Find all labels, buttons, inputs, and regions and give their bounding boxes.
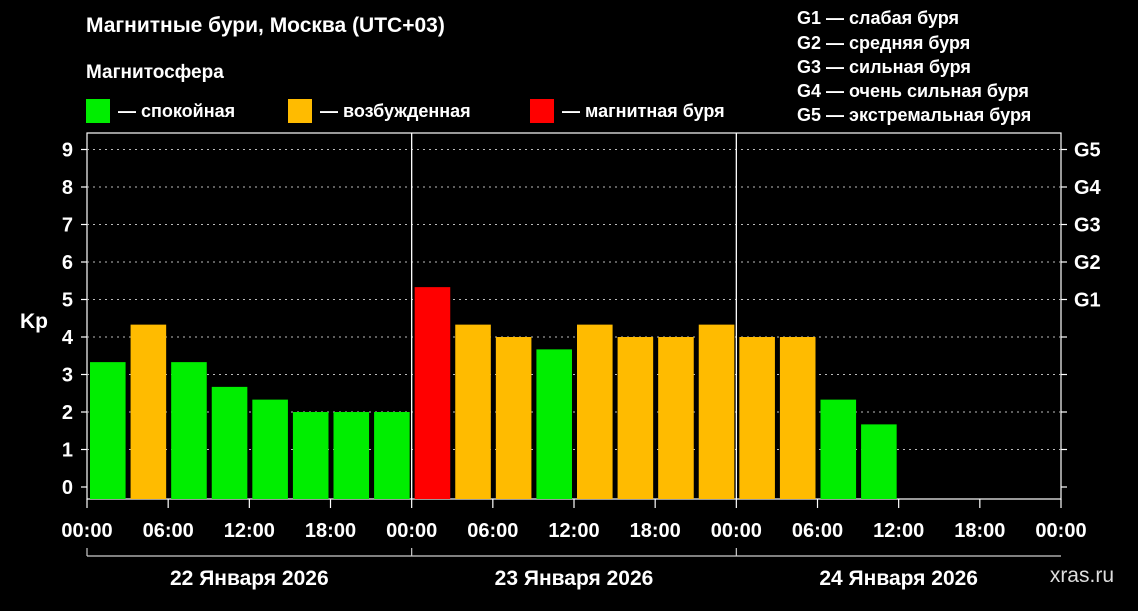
y-tick-label: 6	[62, 252, 73, 274]
kp-bar	[252, 399, 288, 499]
legend-quiet-label: — спокойная	[118, 100, 236, 121]
day-label: 22 Января 2026	[170, 567, 329, 590]
kp-bar	[820, 399, 857, 499]
kp-bar	[414, 287, 451, 499]
legend-active-label: — возбужденная	[320, 100, 471, 121]
kp-bar	[130, 324, 167, 499]
kp-bar	[739, 337, 775, 499]
kp-bar	[333, 412, 370, 499]
legend-storm: — магнитная буря	[530, 98, 725, 124]
y-tick-label: 5	[62, 290, 73, 312]
legend-active-swatch	[288, 99, 312, 123]
storm-scale-g4: G4 — очень сильная буря	[797, 81, 1029, 101]
g-scale-label: G5	[1074, 140, 1101, 162]
kp-bar	[374, 412, 410, 499]
chart-title: Магнитные бури, Москва (UTC+03)	[86, 14, 445, 37]
day-label: 24 Января 2026	[819, 567, 978, 590]
g-scale-label: G4	[1074, 177, 1102, 199]
x-tick-label: 18:00	[954, 520, 1005, 542]
legend-active: — возбужденная	[288, 98, 471, 124]
x-tick-label: 00:00	[711, 520, 762, 542]
kp-bar	[617, 337, 654, 499]
y-tick-label: 7	[62, 215, 73, 237]
y-tick-label: 2	[62, 402, 73, 424]
x-tick-label: 12:00	[548, 520, 599, 542]
y-axis-label: Kp	[20, 310, 48, 333]
x-tick-label: 00:00	[61, 520, 112, 542]
kp-bar	[536, 349, 572, 499]
legend-storm-label: — магнитная буря	[562, 100, 725, 121]
kp-bar	[455, 324, 491, 499]
storm-scale-g1: G1 — слабая буря	[797, 8, 960, 28]
day-label: 23 Января 2026	[495, 567, 654, 590]
storm-scale-g5: G5 — экстремальная буря	[797, 105, 1032, 125]
legend-quiet: — спокойная	[86, 98, 235, 124]
storm-scale-g3: G3 — сильная буря	[797, 57, 971, 77]
kp-bar	[171, 362, 207, 499]
x-tick-label: 00:00	[1035, 520, 1086, 542]
x-tick-label: 00:00	[386, 520, 437, 542]
kp-bar	[90, 362, 126, 499]
kp-bar	[698, 324, 735, 499]
x-tick-label: 18:00	[630, 520, 681, 542]
x-tick-label: 12:00	[873, 520, 924, 542]
y-tick-label: 3	[62, 365, 73, 387]
kp-bar	[292, 412, 329, 499]
y-tick-label: 9	[62, 140, 73, 162]
x-tick-label: 18:00	[305, 520, 356, 542]
kp-bar	[658, 337, 694, 499]
kp-bar	[577, 324, 613, 499]
kp-bar	[779, 337, 816, 499]
watermark: xras.ru	[1049, 564, 1114, 587]
g-scale-label: G2	[1074, 252, 1101, 274]
x-tick-label: 06:00	[143, 520, 194, 542]
g-scale-label: G1	[1074, 290, 1101, 312]
y-tick-label: 8	[62, 177, 73, 199]
x-tick-label: 06:00	[467, 520, 518, 542]
y-tick-label: 4	[62, 327, 74, 349]
y-tick-label: 0	[62, 477, 73, 499]
kp-bar	[861, 424, 897, 499]
y-tick-label: 1	[62, 440, 73, 462]
kp-bar	[211, 386, 248, 499]
x-tick-label: 06:00	[792, 520, 843, 542]
g-scale-label: G3	[1074, 215, 1101, 237]
magnetosphere-heading: Магнитосфера	[86, 62, 224, 83]
storm-scale-g2: G2 — средняя буря	[797, 33, 971, 53]
legend-storm-swatch	[530, 99, 554, 123]
legend-quiet-swatch	[86, 99, 110, 123]
kp-bar	[495, 337, 532, 499]
x-tick-label: 12:00	[224, 520, 275, 542]
